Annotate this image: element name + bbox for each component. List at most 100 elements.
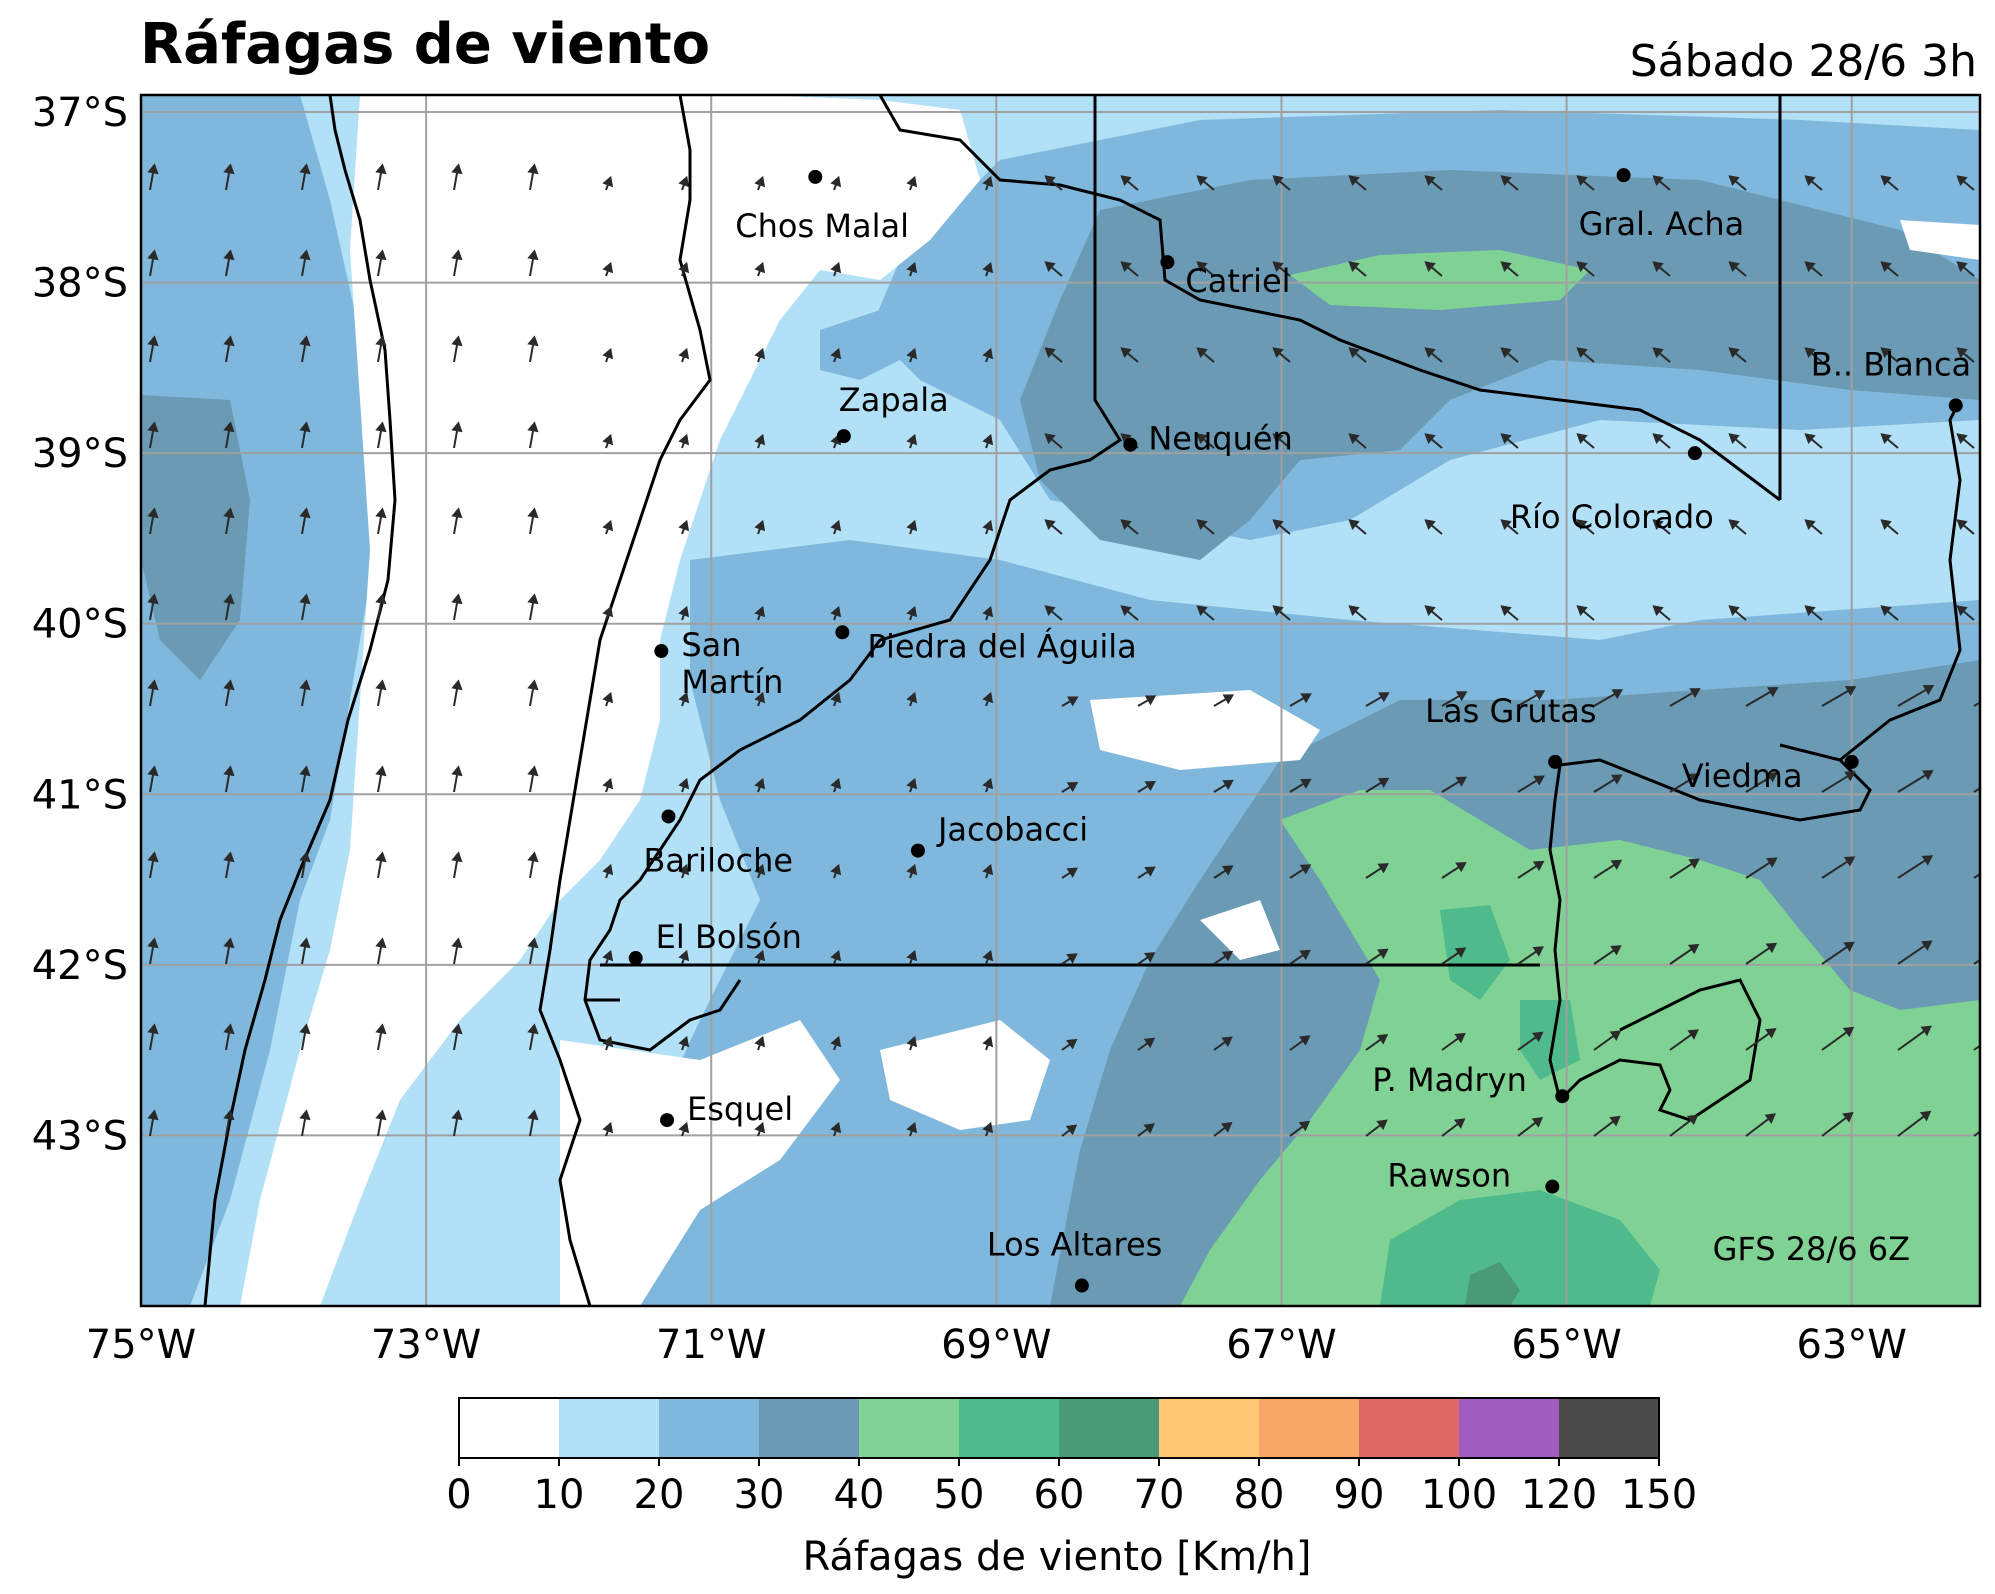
wind-arrow-head (1424, 175, 1436, 187)
wind-arrow-head (982, 261, 994, 274)
wind-arrow-head (678, 433, 690, 446)
wind-arrow (1126, 610, 1139, 621)
wind-arrow-head (527, 593, 539, 605)
wind-arrow (149, 258, 155, 277)
wind-arrow (1050, 180, 1063, 191)
wind-arrow-head (147, 851, 159, 863)
wind-arrow-head (1144, 780, 1157, 792)
city-dot (836, 429, 851, 444)
city-dot (1555, 1089, 1570, 1104)
colorbar-tick-label: 40 (834, 1472, 885, 1518)
wind-arrow-head (906, 1035, 918, 1048)
wind-arrow (1061, 871, 1071, 879)
wind-arrow (1365, 1124, 1382, 1137)
wind-arrow-head (1120, 519, 1132, 531)
wind-arrow (453, 860, 459, 879)
wind-arrow-head (1272, 433, 1284, 445)
wind-arrow-head (906, 347, 918, 360)
wind-arrow-head (982, 777, 994, 790)
wind-arrow (1289, 1039, 1304, 1051)
wind-arrow-head (147, 507, 159, 519)
colorbar-swatch (659, 1398, 759, 1458)
wind-arrow-head (906, 863, 918, 876)
wind-arrow (453, 688, 459, 707)
wind-arrow (1745, 776, 1771, 793)
wind-arrow-head (1066, 867, 1078, 878)
wind-arrow (1734, 266, 1747, 277)
wind-arrow-head (602, 175, 614, 188)
city-dot (628, 951, 643, 966)
wind-arrow-head (602, 1121, 614, 1134)
wind-arrow (225, 946, 231, 965)
wind-arrow (1593, 863, 1616, 879)
wind-arrow (1734, 180, 1747, 191)
city-label: Catriel (1185, 262, 1290, 300)
lat-tick-label: 43°S (32, 1113, 128, 1159)
wind-arrow (225, 258, 231, 277)
wind-arrow (1810, 610, 1823, 621)
wind-arrow-head (1348, 175, 1360, 187)
wind-arrow (453, 1118, 459, 1137)
wind-arrow-head (830, 863, 842, 876)
wind-arrow-head (830, 1035, 842, 1048)
wind-arrow-head (830, 691, 842, 704)
wind-arrow (1278, 180, 1291, 191)
wind-arrow (301, 774, 307, 793)
wind-arrow (301, 430, 307, 449)
wind-arrow (1897, 859, 1927, 879)
wind-arrow (1441, 866, 1460, 879)
wind-arrow-head (1766, 772, 1779, 783)
wind-arrow-head (1880, 605, 1892, 617)
wind-arrow (1365, 952, 1382, 965)
wind-arrow-head (1956, 605, 1968, 617)
latitude-tick-labels: 37°S 38°S 39°S 40°S 41°S 42°S 43°S (32, 90, 128, 1159)
city-label: Zapala (839, 381, 949, 419)
wind-arrow (377, 516, 383, 535)
wind-arrow (529, 860, 535, 879)
wind-arrow-head (299, 937, 311, 949)
wind-arrow (1441, 951, 1460, 965)
wind-arrow (1973, 1130, 1980, 1137)
colorbar-tick-label: 10 (534, 1472, 585, 1518)
wind-arrow (1886, 438, 1899, 449)
wind-arrow-head (1300, 778, 1312, 789)
wind-arrow-head (1843, 941, 1855, 952)
wind-arrow (301, 258, 307, 277)
wind-arrow-head (754, 949, 766, 962)
wind-arrow-head (223, 937, 235, 949)
wind-arrow-head (1880, 347, 1892, 359)
wind-arrow (1126, 180, 1139, 191)
colorbar-swatch (1359, 1398, 1459, 1458)
wind-arrow (1050, 524, 1063, 535)
wind-arrow-head (1044, 261, 1056, 273)
wind-arrow (1061, 1129, 1071, 1137)
city-label: Neuquén (1148, 420, 1292, 458)
wind-arrow-head (1424, 605, 1436, 617)
city-label: Esquel (687, 1090, 793, 1128)
wind-arrow (1213, 698, 1227, 707)
wind-arrow-head (1272, 347, 1284, 359)
wind-arrow-head (451, 1109, 463, 1121)
wind-arrow-head (1454, 947, 1467, 958)
wind-arrow-head (1609, 1115, 1621, 1127)
wind-arrow-head (678, 863, 690, 876)
wind-arrow-head (1686, 1114, 1699, 1126)
wind-arrow-head (1044, 175, 1056, 187)
wind-arrow (453, 516, 459, 535)
wind-arrow-head (1728, 519, 1740, 531)
wind-arrow-head (1500, 347, 1512, 359)
wind-arrow-head (1956, 519, 1968, 531)
wind-arrow-head (1299, 1035, 1311, 1046)
wind-arrow-head (1221, 865, 1234, 876)
wind-arrow (1886, 266, 1899, 277)
wind-arrow (149, 860, 155, 879)
wind-arrow-head (223, 593, 235, 605)
wind-arrow (1669, 1119, 1692, 1137)
wind-arrow-head (982, 175, 994, 188)
city-label: B.. Blanca (1811, 345, 1971, 383)
wind-arrow (301, 946, 307, 965)
map-panel (141, 95, 1980, 1306)
wind-arrow (909, 184, 913, 191)
wind-arrow (1126, 524, 1139, 535)
wind-arrow (1202, 266, 1215, 277)
